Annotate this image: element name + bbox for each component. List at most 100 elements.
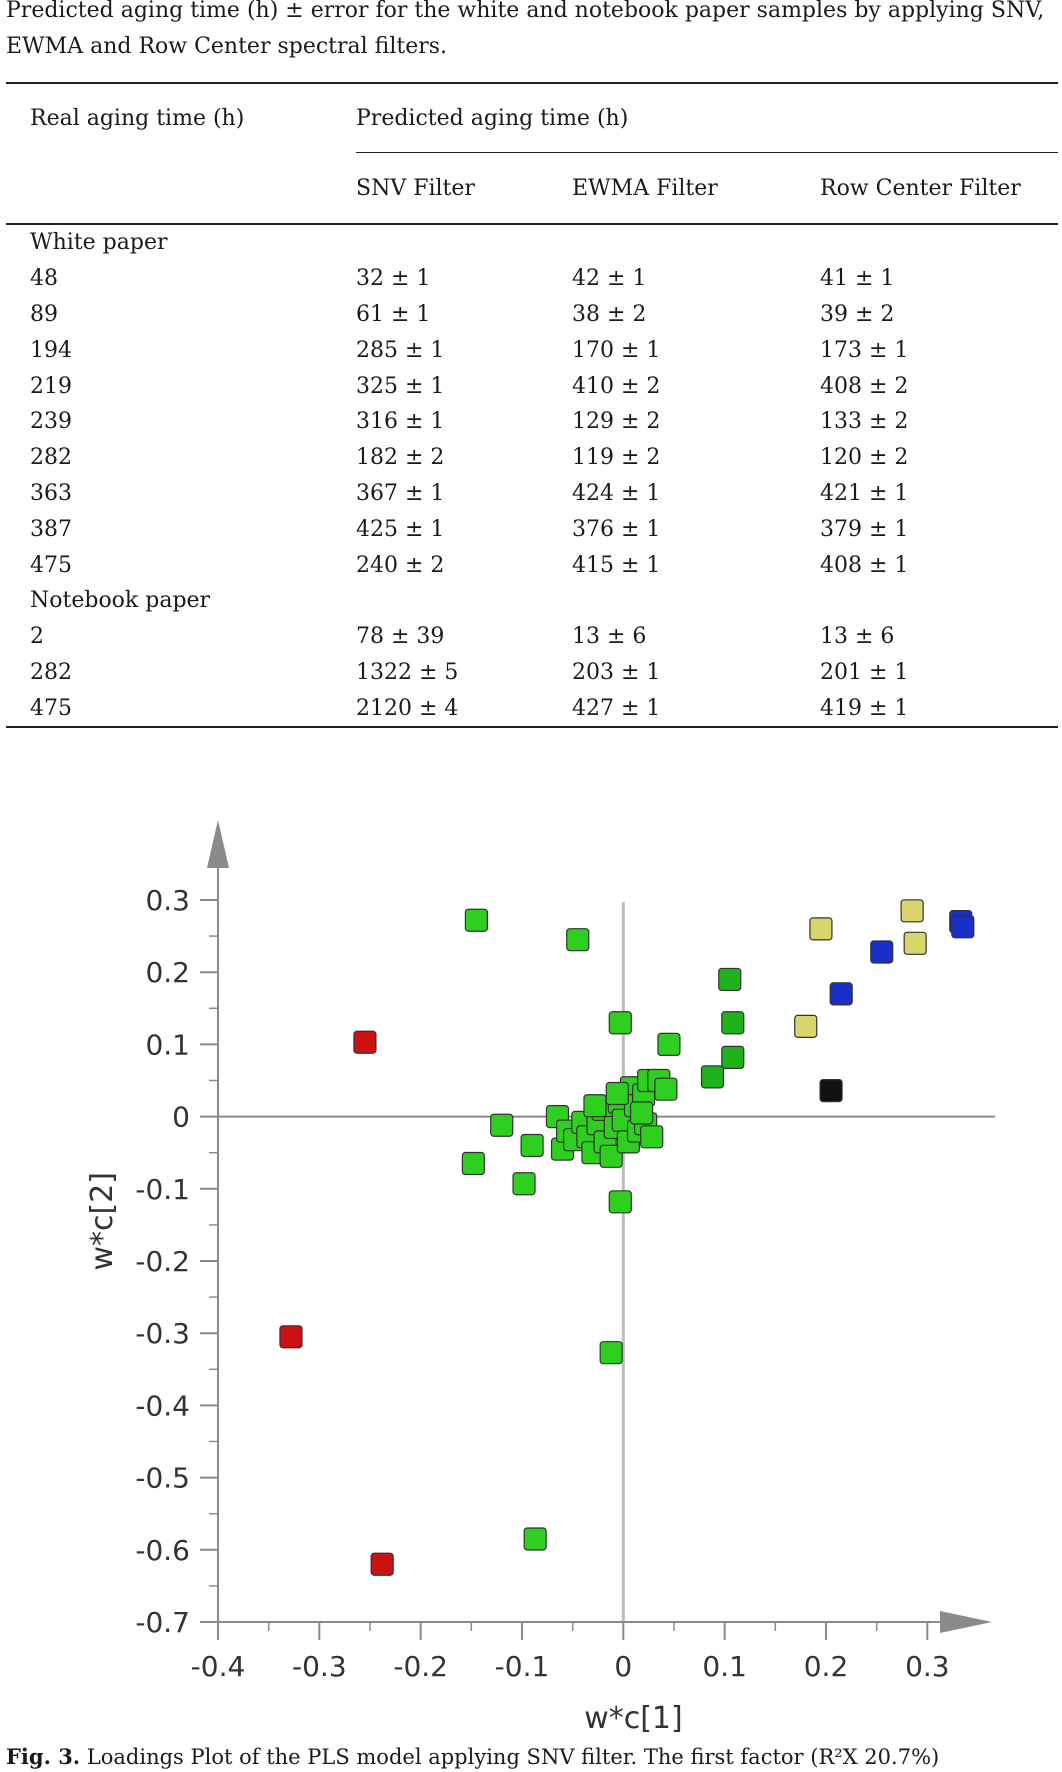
table-row: 475 240 ± 2 415 ± 1 408 ± 1 — [6, 547, 1058, 583]
table-cell: 129 ± 2 — [572, 409, 661, 435]
data-point — [490, 1113, 514, 1137]
table-cell: 239 — [30, 409, 72, 435]
table-cell: 32 ± 1 — [356, 266, 431, 292]
data-point — [353, 1030, 377, 1054]
y-tick-label: 0 — [172, 1101, 190, 1134]
header-predicted-aging-time: Predicted aging time (h) — [356, 105, 629, 131]
data-point — [903, 931, 927, 955]
table-cell: 408 ± 2 — [820, 373, 909, 399]
data-point — [718, 967, 742, 992]
table-row: 2 78 ± 39 13 ± 6 13 ± 6 — [6, 619, 1058, 655]
data-point — [700, 1065, 725, 1089]
table-cell: 415 ± 1 — [572, 552, 661, 578]
table-cell: 240 ± 2 — [356, 552, 445, 578]
y-tick-label: -0.3 — [135, 1317, 190, 1350]
table-cell: 133 ± 2 — [820, 409, 909, 435]
y-tick-label: -0.5 — [135, 1462, 190, 1495]
table-cell: 376 ± 1 — [572, 516, 661, 542]
table-row: 282 1322 ± 5 203 ± 1 201 ± 1 — [6, 655, 1058, 691]
table-cell: 42 ± 1 — [572, 266, 647, 292]
table-cell: 48 — [30, 266, 58, 292]
y-tick-label: 0.1 — [145, 1028, 190, 1061]
data-point — [629, 1101, 654, 1125]
table-row: 282 182 ± 2 119 ± 2 120 ± 2 — [6, 440, 1058, 476]
data-point — [520, 1133, 544, 1158]
data-point — [608, 1011, 632, 1035]
table-cell: 387 — [30, 516, 72, 542]
figure-caption-text: Loadings Plot of the PLS model applying … — [86, 1745, 940, 1769]
table-cell: 282 — [30, 659, 72, 685]
table-cell: 316 ± 1 — [356, 409, 445, 435]
table-cell: 170 ± 1 — [572, 337, 661, 363]
data-point — [819, 1079, 843, 1103]
data-point — [605, 1081, 629, 1106]
table-caption: Predicted aging time (h) ± error for the… — [6, 0, 1045, 59]
x-axis-arrow — [940, 1611, 992, 1633]
x-tick-label: 0 — [614, 1650, 632, 1683]
data-point — [608, 1190, 632, 1214]
y-tick-label: 0.2 — [145, 956, 190, 989]
table-cell: 182 ± 2 — [356, 445, 445, 471]
x-tick-label: 0.2 — [804, 1650, 849, 1683]
table-cell: 2 — [30, 624, 44, 650]
table-cell: 475 — [30, 552, 72, 578]
table-row: 475 2120 ± 4 427 ± 1 419 ± 1 — [6, 690, 1058, 728]
x-tick-label: -0.1 — [495, 1650, 550, 1683]
table-cell: 78 ± 39 — [356, 624, 445, 650]
group-label: Notebook paper — [30, 588, 211, 614]
data-point — [900, 899, 924, 923]
data-point — [279, 1325, 303, 1349]
table-row: 194 285 ± 1 170 ± 1 173 ± 1 — [6, 332, 1058, 368]
table-cell: 201 ± 1 — [820, 659, 909, 685]
table-cell: 173 ± 1 — [820, 337, 909, 363]
figure-label: Fig. 3. — [6, 1744, 81, 1769]
header-real-aging-time: Real aging time (h) — [30, 105, 245, 131]
group-row: White paper — [6, 224, 1058, 261]
table-header-row: Real aging time (h) Predicted aging time… — [6, 83, 1058, 153]
table-cell: 408 ± 1 — [820, 552, 909, 578]
table-cell: 13 ± 6 — [820, 624, 895, 650]
table-cell: 41 ± 1 — [820, 266, 895, 292]
y-axis-title: w*c[2] — [85, 1172, 120, 1271]
table-row: 89 61 ± 1 38 ± 2 39 ± 2 — [6, 297, 1058, 333]
table-row: 48 32 ± 1 42 ± 1 41 ± 1 — [6, 261, 1058, 297]
table-cell: 325 ± 1 — [356, 373, 445, 399]
data-point — [809, 917, 833, 941]
data-point — [599, 1144, 623, 1168]
table-cell: 425 ± 1 — [356, 516, 445, 542]
y-tick-label: -0.4 — [135, 1389, 190, 1422]
group-row: Notebook paper — [6, 583, 1058, 619]
y-tick-label: -0.1 — [135, 1173, 190, 1206]
data-point — [870, 940, 894, 964]
table-cell: 427 ± 1 — [572, 695, 661, 721]
table-cell: 475 — [30, 695, 72, 721]
table-cell: 2120 ± 4 — [356, 695, 459, 721]
x-tick-label: -0.2 — [393, 1650, 448, 1683]
table-cell: 89 — [30, 301, 58, 327]
data-point — [721, 1045, 745, 1069]
table-cell: 13 ± 6 — [572, 624, 647, 650]
table-cell: 119 ± 2 — [572, 445, 661, 471]
y-tick-label: -0.6 — [135, 1534, 190, 1567]
y-tick-label: -0.2 — [135, 1245, 190, 1278]
data-point — [566, 928, 590, 952]
data-point — [370, 1552, 394, 1576]
subheader-ewma: EWMA Filter — [572, 152, 820, 224]
y-tick-label: -0.7 — [135, 1606, 190, 1639]
subheader-snv: SNV Filter — [356, 152, 572, 224]
data-point — [464, 908, 488, 932]
x-tick-label: -0.4 — [191, 1650, 246, 1683]
table-cell: 410 ± 2 — [572, 373, 661, 399]
subheader-row-center: Row Center Filter — [820, 152, 1058, 224]
data-point — [599, 1341, 623, 1365]
table-cell: 39 ± 2 — [820, 301, 895, 327]
data-point — [829, 982, 853, 1006]
loadings-plot-svg: 0.30.20.10-0.1-0.2-0.3-0.4-0.5-0.6-0.7-0… — [85, 820, 995, 1736]
table-cell: 194 — [30, 337, 72, 363]
table-cell: 219 — [30, 373, 72, 399]
table-row: 219 325 ± 1 410 ± 2 408 ± 2 — [6, 368, 1058, 404]
results-table: Real aging time (h) Predicted aging time… — [6, 82, 1058, 728]
data-point — [583, 1094, 607, 1118]
x-tick-label: -0.3 — [292, 1650, 347, 1683]
x-axis-title: w*c[1] — [584, 1701, 683, 1736]
